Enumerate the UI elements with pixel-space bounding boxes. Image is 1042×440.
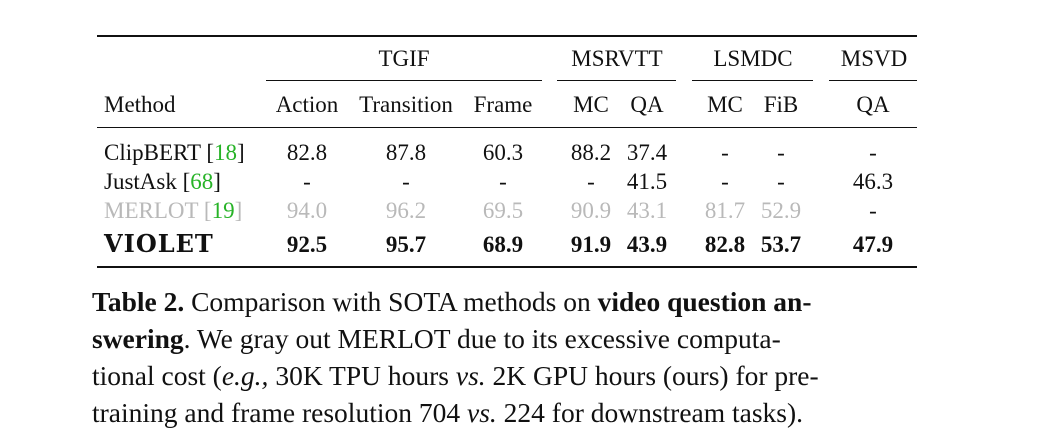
caption-text: 224 for downstream tasks). <box>503 397 804 428</box>
table-cell: 46.3 <box>852 169 894 194</box>
group-header-lsmdc: LSMDC <box>713 46 793 71</box>
table-cell: - <box>869 140 877 165</box>
table-cell: 43.9 <box>626 232 668 257</box>
table-cell: 52.9 <box>760 198 802 223</box>
caption-italic: vs. <box>466 397 497 428</box>
column-header-lsmdc-fib: FiB <box>763 92 799 117</box>
table-cell: 88.2 <box>570 140 612 165</box>
table-cell: - <box>402 169 410 194</box>
tgif-group-rule <box>266 80 542 81</box>
table-cell: 68.9 <box>482 232 524 257</box>
caption-italic: e.g., <box>221 360 269 391</box>
method-name-violet: VIOLET <box>104 229 214 258</box>
group-header-msvd: MSVD <box>840 46 908 71</box>
caption-label: Table 2. <box>92 286 185 317</box>
table-cell: - <box>869 198 877 223</box>
table-cell: 82.8 <box>286 140 328 165</box>
table-cell: 53.7 <box>760 232 802 257</box>
table-cell: 95.7 <box>385 232 427 257</box>
table-cell: 82.8 <box>704 232 746 257</box>
caption-text: tional cost ( <box>92 360 222 391</box>
citation-link[interactable]: 18 <box>214 140 238 165</box>
table-cell: 92.5 <box>286 232 328 257</box>
table-cell: 41.5 <box>626 169 668 194</box>
table-cell: - <box>587 169 595 194</box>
caption-text: Comparison with SOTA methods on <box>191 286 591 317</box>
caption-text: . We gray out MERLOT due to its excessiv… <box>183 323 781 354</box>
table-caption: Table 2. Comparison with SOTA methods on… <box>92 283 927 431</box>
table-cell: 37.4 <box>626 140 668 165</box>
caption-text: 2K GPU hours (ours) for pre- <box>492 360 819 391</box>
caption-emphasis: swering <box>92 323 184 354</box>
caption-text: training and frame resolution 704 <box>92 397 461 428</box>
method-name-justask: JustAsk [68] <box>104 169 221 194</box>
caption-italic: vs. <box>455 360 486 391</box>
table-cell: 96.2 <box>385 198 427 223</box>
table-cell: 94.0 <box>286 198 328 223</box>
header-rule <box>97 127 917 128</box>
table-cell: - <box>777 169 785 194</box>
table-cell: - <box>777 140 785 165</box>
column-header-transition: Transition <box>359 92 453 117</box>
caption-line: tional cost (e.g., 30K TPU hours vs. 2K … <box>92 357 927 394</box>
citation-link[interactable]: 19 <box>211 198 235 223</box>
table-cell: 81.7 <box>704 198 746 223</box>
column-header-frame: Frame <box>473 92 533 117</box>
table-cell: 91.9 <box>570 232 612 257</box>
table-cell: 47.9 <box>852 232 894 257</box>
group-header-msrvtt: MSRVTT <box>571 46 663 71</box>
column-header-lsmdc-mc: MC <box>707 92 743 117</box>
caption-text: 30K TPU hours <box>275 360 449 391</box>
caption-line: training and frame resolution 704 vs. 22… <box>92 394 927 431</box>
caption-line: Table 2. Comparison with SOTA methods on… <box>92 283 927 320</box>
column-header-msrvtt-qa: QA <box>630 92 664 117</box>
table-cell: - <box>499 169 507 194</box>
column-header-msvd-qa: QA <box>856 92 890 117</box>
table-cell: - <box>721 140 729 165</box>
bottom-rule <box>97 266 917 268</box>
lsmdc-group-rule <box>692 80 813 81</box>
msvd-group-rule <box>829 80 917 81</box>
table-cell: 69.5 <box>482 198 524 223</box>
msrvtt-group-rule <box>557 80 676 81</box>
method-name-clipbert: ClipBERT [18] <box>104 140 245 165</box>
group-header-tgif: TGIF <box>378 46 430 71</box>
column-header-msrvtt-mc: MC <box>573 92 609 117</box>
method-name-merlot: MERLOT [19] <box>104 198 243 223</box>
table-cell: 60.3 <box>482 140 524 165</box>
top-rule <box>97 35 917 37</box>
table-cell: 87.8 <box>385 140 427 165</box>
column-header-method: Method <box>104 92 176 117</box>
table-cell: 90.9 <box>570 198 612 223</box>
caption-line: swering. We gray out MERLOT due to its e… <box>92 320 927 357</box>
table-cell: 43.1 <box>626 198 668 223</box>
table-cell: - <box>303 169 311 194</box>
table-cell: - <box>721 169 729 194</box>
column-header-action: Action <box>275 92 339 117</box>
caption-emphasis: video question an- <box>597 286 812 317</box>
citation-link[interactable]: 68 <box>190 169 214 194</box>
